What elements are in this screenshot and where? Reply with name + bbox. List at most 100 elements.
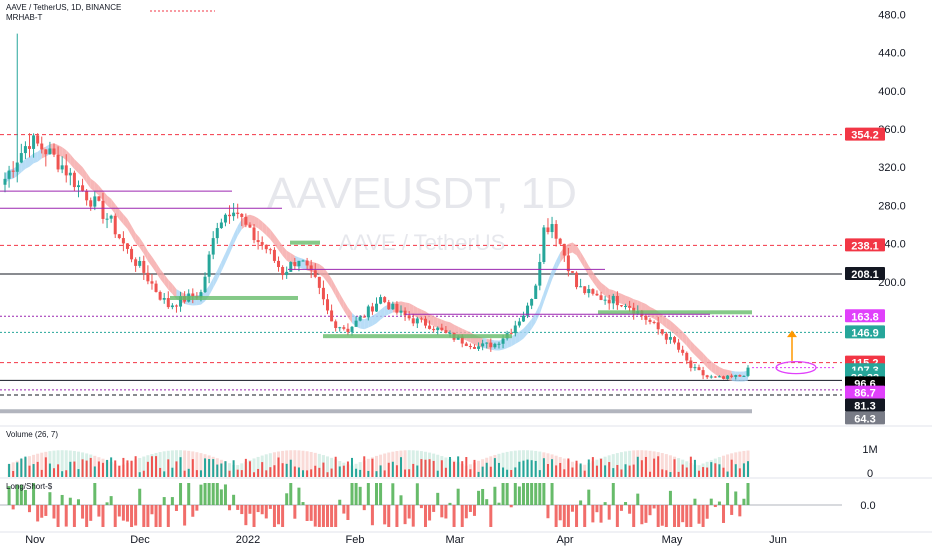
long-short-bar (301, 502, 305, 505)
candle (289, 262, 293, 272)
volume-band (477, 460, 481, 477)
volume-band (726, 454, 730, 477)
candle (558, 238, 562, 244)
long-short-bar (32, 483, 36, 505)
candle (170, 305, 174, 308)
ma-ribbon-segment (33, 151, 38, 164)
long-short-bar (203, 483, 207, 505)
candle (264, 244, 268, 250)
volume-bar (318, 467, 321, 477)
long-short-bar (366, 483, 370, 505)
ma-ribbon-segment (556, 252, 561, 271)
volume-band (664, 454, 668, 477)
candle (383, 297, 387, 303)
volume-bar (571, 467, 574, 477)
candle (734, 375, 738, 377)
candle (154, 283, 158, 292)
ma-ribbon-segment (494, 340, 499, 351)
volume-bar (277, 457, 280, 477)
long-short-bar (36, 505, 40, 522)
y-axis-tick: 280.0 (878, 200, 906, 212)
long-short-bar (215, 483, 219, 505)
long-short-bar (23, 489, 27, 505)
volume-axis-tick: 1M (862, 444, 877, 456)
volume-band (436, 454, 440, 477)
ma-ribbon-segment (523, 323, 528, 339)
volume-band (562, 458, 566, 477)
volume-bar (48, 463, 51, 477)
volume-band (611, 454, 615, 477)
long-short-bar (436, 492, 440, 505)
volume-bar (216, 464, 219, 477)
candle (72, 172, 76, 188)
y-axis-tick: 240.0 (878, 239, 906, 251)
long-short-bar (464, 505, 468, 519)
candle (444, 330, 448, 333)
volume-bar (224, 461, 227, 477)
long-short-bar (293, 505, 297, 519)
volume-bar (604, 465, 607, 477)
ma-ribbon-segment (568, 242, 573, 254)
long-short-bar (570, 505, 574, 512)
long-short-bar (150, 505, 154, 515)
candle (7, 170, 11, 179)
candle (101, 200, 105, 219)
volume-band (722, 455, 726, 477)
long-short-bar (660, 505, 664, 526)
volume-bar (653, 458, 656, 477)
ma-ribbon-segment (490, 339, 495, 351)
long-short-bar (705, 505, 709, 519)
volume-bar (236, 469, 239, 477)
x-axis-tick: Nov (25, 534, 45, 546)
volume-band (395, 451, 399, 477)
volume-bar (261, 462, 264, 477)
long-short-bar (395, 505, 399, 527)
volume-band (187, 450, 191, 477)
volume-bar (110, 457, 113, 477)
volume-bar (130, 460, 133, 477)
long-short-bar (305, 505, 309, 521)
long-short-bar (456, 488, 460, 505)
candle (689, 360, 693, 368)
volume-bar (428, 459, 431, 477)
volume-band (489, 456, 493, 477)
ma-ribbon-segment (727, 369, 732, 381)
price-label-badge (845, 398, 885, 412)
volume-band (264, 454, 268, 477)
ma-ribbon-segment (707, 357, 712, 372)
volume-bar (232, 460, 235, 477)
volume-bar (620, 469, 623, 477)
volume-bar (228, 470, 231, 477)
ma-ribbon-segment (221, 252, 226, 272)
volume-bar (114, 460, 117, 477)
long-short-bar (668, 490, 672, 505)
volume-bar (510, 469, 513, 477)
ma-ribbon-segment (25, 156, 30, 169)
ma-ribbon-segment (360, 318, 365, 330)
volume-band (411, 450, 415, 477)
long-short-bar (448, 502, 452, 505)
ma-ribbon-segment (572, 242, 577, 256)
long-short-bar (321, 505, 325, 527)
ma-ribbon-segment (719, 366, 724, 379)
volume-bar (473, 459, 476, 477)
long-short-bar (134, 505, 138, 526)
volume-bar (69, 461, 72, 477)
volume-bar (93, 466, 96, 477)
ma-ribbon-segment (331, 278, 336, 297)
volume-band (158, 452, 162, 477)
long-short-bar (399, 495, 403, 505)
volume-bar (81, 459, 84, 477)
volume-band (285, 450, 289, 477)
volume-bar (208, 459, 211, 477)
volume-bar (461, 461, 464, 477)
volume-band (505, 451, 509, 477)
long-short-bar (72, 505, 76, 527)
volume-band (199, 453, 203, 477)
long-short-bar (68, 497, 72, 505)
candle (309, 265, 313, 271)
candle (591, 289, 595, 294)
ma-ribbon-segment (519, 328, 524, 342)
candle (15, 162, 19, 172)
